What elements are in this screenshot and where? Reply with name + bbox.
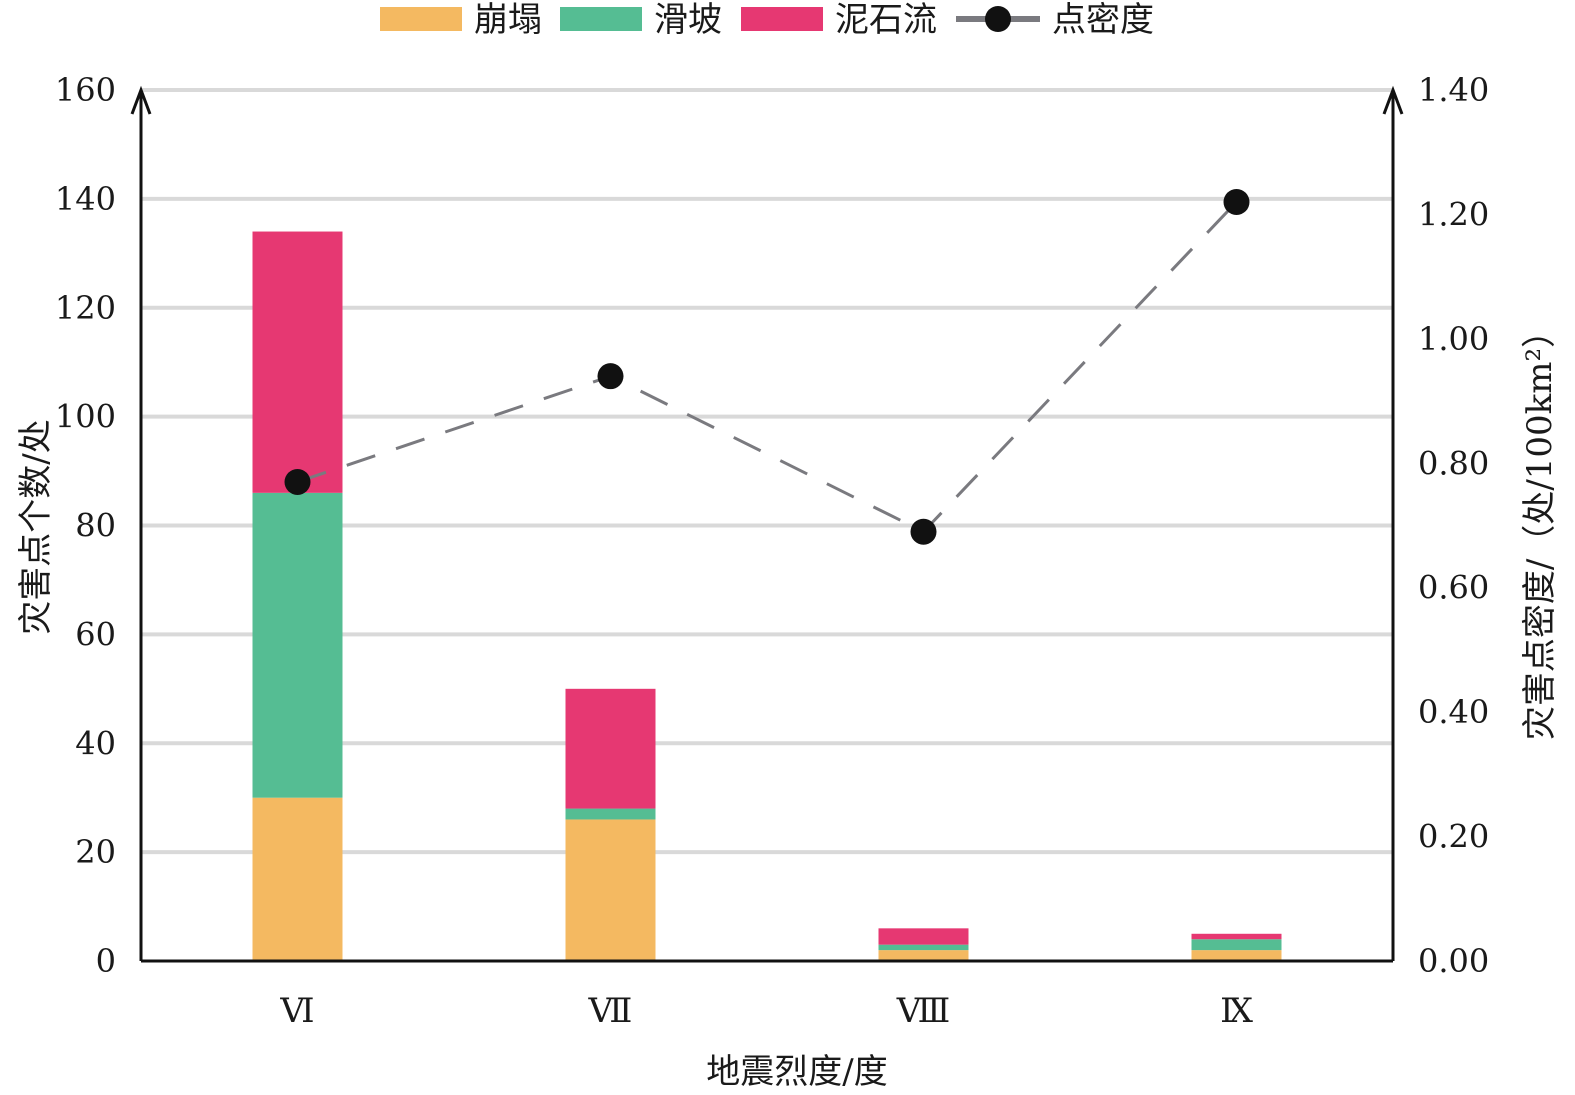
bar-segment (878, 944, 969, 951)
bar-segment (252, 797, 343, 961)
y2-tick-label: 1.20 (1418, 195, 1489, 233)
bar-segment (565, 808, 656, 820)
y2-tick-label: 0.60 (1418, 569, 1489, 607)
legend-line-marker (985, 6, 1011, 32)
legend-swatch (560, 7, 642, 31)
x-tick-label: Ⅷ (896, 991, 951, 1031)
density-line-path (297, 200, 1238, 534)
legend-label: 崩塌 (474, 0, 542, 40)
y-tick-label: 80 (75, 507, 116, 545)
y-tick-label: 0 (96, 942, 116, 980)
gridlines (141, 88, 1393, 855)
legend-swatch (380, 7, 462, 31)
y2-tick-label: 1.40 (1418, 71, 1489, 109)
axes (130, 85, 1404, 963)
density-point (284, 468, 311, 495)
legend-swatch (741, 7, 823, 31)
x-tick-label: Ⅶ (588, 991, 633, 1031)
x-tick-label: Ⅸ (1220, 991, 1253, 1031)
x-axis-title: 地震烈度/度 (706, 1052, 887, 1092)
density-line (284, 188, 1250, 545)
y-tick-label: 60 (75, 615, 116, 653)
y-tick-label: 40 (75, 724, 116, 762)
tick-labels: 0 20 40 60 80 100 120 140 160 0.00 0.20 0.40 0.60 0.8… (55, 71, 1489, 1031)
y-tick-label: 100 (55, 398, 116, 436)
legend-label: 滑坡 (654, 0, 722, 40)
y-tick-label: 20 (75, 833, 116, 871)
y2-tick-label: 0.00 (1418, 942, 1489, 980)
y2-tick-label: 0.20 (1418, 818, 1489, 856)
bar-segment (878, 928, 969, 945)
bar-segment (1191, 939, 1282, 951)
bar-segment (878, 950, 969, 961)
bar-segment (1191, 933, 1282, 940)
bar-segment (565, 819, 656, 961)
y2-axis-arrow (1382, 85, 1404, 115)
y2-tick-label: 0.80 (1418, 444, 1489, 482)
bars (252, 231, 1282, 961)
bar-segment (1191, 950, 1282, 961)
legend-label: 泥石流 (835, 0, 937, 40)
y-axis-title: 灾害点个数/处 (16, 419, 56, 634)
y2-tick-label: 0.40 (1418, 693, 1489, 731)
density-point (910, 518, 937, 545)
bar-segment (565, 688, 656, 809)
y-tick-label: 160 (55, 71, 116, 109)
y-tick-label: 140 (55, 180, 116, 218)
y2-tick-label: 1.00 (1418, 320, 1489, 358)
x-tick-label: Ⅵ (279, 991, 314, 1031)
y-axis-arrow (130, 85, 152, 115)
y2-axis-title: 灾害点密度/（处/100km²） (1520, 314, 1560, 740)
bar-segment (252, 492, 343, 798)
legend-label: 点密度 (1052, 0, 1154, 40)
bar-segment (252, 231, 343, 493)
density-point (597, 363, 624, 390)
y-tick-label: 120 (55, 289, 116, 327)
legend: 崩塌 滑坡 泥石流 点密度 (380, 0, 1154, 40)
density-point (1223, 188, 1250, 215)
